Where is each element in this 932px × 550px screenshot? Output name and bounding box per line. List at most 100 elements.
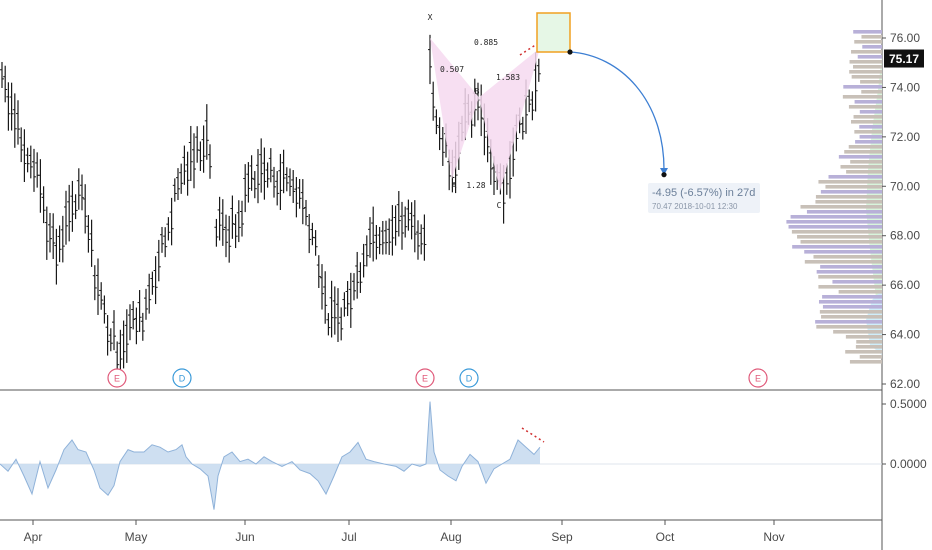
- pattern-point-label: B: [475, 87, 480, 96]
- profile-row: [850, 160, 882, 164]
- profile-row: [822, 305, 882, 309]
- profile-row: [792, 245, 882, 249]
- profile-row: [815, 200, 882, 204]
- profile-row: [813, 255, 882, 259]
- time-tick-label: Nov: [763, 530, 784, 544]
- profile-row: [851, 120, 882, 124]
- profile-row: [788, 225, 882, 229]
- profile-row: [849, 60, 882, 64]
- profile-row: [833, 330, 882, 334]
- profile-row: [816, 325, 882, 329]
- profile-row: [851, 75, 882, 79]
- profile-row: [848, 145, 882, 149]
- price-tick-label: 72.00: [890, 130, 920, 144]
- profile-row: [822, 295, 882, 299]
- profile-row: [840, 165, 882, 169]
- projection-subtext: 70.47 2018-10-01 12:30: [652, 202, 738, 211]
- price-tick-label: 70.00: [890, 179, 920, 193]
- projection-end-dot: [661, 172, 667, 178]
- earnings-marker-label: E: [422, 374, 428, 384]
- profile-row: [800, 205, 882, 209]
- profile-row: [851, 50, 882, 54]
- price-tick-label: 74.00: [890, 80, 920, 94]
- profile-row: [815, 195, 882, 199]
- earnings-marker: [107, 368, 127, 388]
- profile-row: [820, 190, 882, 194]
- pattern-bcd: [479, 47, 540, 192]
- profile-row: [832, 280, 882, 284]
- time-tick-label: Aug: [440, 530, 461, 544]
- price-tick-label: 76.00: [890, 31, 920, 45]
- time-tick-label: Jun: [235, 530, 254, 544]
- profile-row: [857, 55, 882, 59]
- profile-row: [849, 70, 882, 74]
- target-box: [536, 12, 571, 53]
- earnings-marker-label: E: [755, 374, 761, 384]
- time-axis: Apr May Jun Jul Aug Sep Oct Nov: [24, 520, 785, 544]
- earnings-marker-label: E: [114, 374, 120, 384]
- projection-text: -4.95 (-6.57%) in 27d: [652, 187, 755, 199]
- pattern-ratio-label: 0.885: [474, 38, 498, 47]
- projection-start-dot: [567, 49, 573, 55]
- oscillator-pane: [0, 401, 882, 510]
- profile-row: [821, 315, 882, 319]
- pattern-dotted-line: [519, 41, 541, 56]
- profile-row: [842, 95, 882, 99]
- pattern-ratio-label: 0.507: [440, 65, 464, 74]
- profile-row: [818, 275, 882, 279]
- earnings-marker: [415, 368, 435, 388]
- profile-row: [816, 270, 882, 274]
- price-tick-label: 68.00: [890, 229, 920, 243]
- profile-row: [818, 180, 882, 184]
- profile-row: [854, 100, 882, 104]
- profile-row: [838, 155, 882, 159]
- osc-tick-label: 0.5000: [890, 397, 927, 411]
- profile-row: [860, 80, 882, 84]
- profile-row: [848, 105, 882, 109]
- profile-row: [853, 115, 882, 119]
- pattern-ratio-label: 1.583: [496, 73, 520, 82]
- oscillator-axis: 0.5000 0.0000: [882, 397, 927, 471]
- volume-profile: [786, 30, 882, 364]
- profile-row: [818, 300, 882, 304]
- profile-row: [791, 230, 882, 234]
- profile-row: [815, 320, 882, 324]
- profile-row: [797, 235, 882, 239]
- profile-row: [859, 110, 882, 114]
- profile-row: [828, 175, 882, 179]
- time-tick-label: Apr: [24, 530, 43, 544]
- time-tick-label: May: [125, 530, 148, 544]
- dividend-marker: [172, 368, 192, 388]
- profile-row: [859, 125, 882, 129]
- price-tick-label: 66.00: [890, 278, 920, 292]
- profile-row: [846, 170, 882, 174]
- price-projection: -4.95 (-6.57%) in 27d 70.47 2018-10-01 12…: [536, 12, 760, 213]
- profile-row: [845, 350, 882, 354]
- time-tick-label: Jul: [341, 530, 356, 544]
- profile-row: [804, 260, 882, 264]
- profile-row: [853, 65, 882, 69]
- pattern-ratio-label: 1.28: [466, 181, 485, 190]
- profile-row: [861, 35, 882, 39]
- profile-row: [854, 130, 882, 134]
- profile-row: [843, 85, 882, 89]
- profile-row: [849, 360, 882, 364]
- time-tick-label: Sep: [551, 530, 573, 544]
- dividend-marker-label: D: [466, 374, 473, 384]
- profile-row: [819, 310, 882, 314]
- profile-row: [838, 290, 882, 294]
- osc-tick-label: 0.0000: [890, 457, 927, 471]
- profile-row: [853, 30, 882, 34]
- last-price-text: 75.17: [889, 52, 919, 66]
- osc-line: [0, 401, 541, 510]
- osc-divergence-line: [521, 427, 545, 443]
- profile-row: [859, 355, 882, 359]
- pattern-point-label: A: [452, 181, 457, 190]
- profile-row: [820, 265, 882, 269]
- profile-row: [818, 285, 882, 289]
- last-price-box: [884, 49, 924, 68]
- profile-row: [844, 150, 882, 154]
- osc-area: [0, 401, 540, 510]
